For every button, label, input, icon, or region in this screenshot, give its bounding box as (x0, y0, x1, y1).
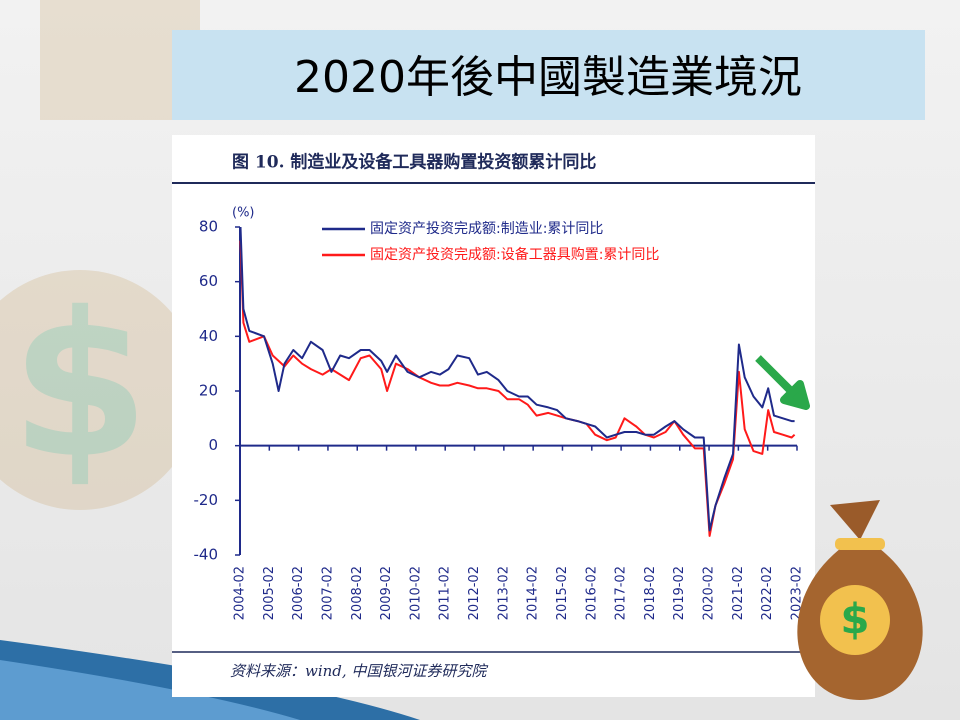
plot: -40 -20 0 20 40 60 80 2004-02 2005-02 2006-02 2007… (194, 218, 805, 621)
x-tick-label: 2015-02 (555, 566, 570, 620)
x-tick-label: 2019-02 (672, 566, 687, 620)
chart-panel (172, 135, 815, 697)
x-tick-label: 2013-02 (496, 566, 511, 620)
trend-arrow (755, 355, 810, 410)
x-tick-label: 2005-02 (262, 566, 277, 620)
x-tick-label: 2021-02 (731, 566, 746, 620)
legend-label: 固定资产投资完成额:设备工器具购置:累计同比 (370, 246, 659, 263)
x-tick-label: 2008-02 (350, 566, 365, 620)
y-tick-label: 60 (199, 272, 218, 290)
y-tick-label: 20 (199, 382, 218, 400)
x-tick-label: 2011-02 (438, 566, 453, 620)
svg-text:$: $ (10, 270, 149, 503)
title-banner (172, 30, 925, 120)
series-line (239, 240, 796, 537)
slide-title: 2020年後中國製造業境況 (294, 52, 802, 103)
x-tick-label: 2009-02 (379, 566, 394, 620)
series-line (239, 226, 795, 532)
y-tick-label: -40 (194, 546, 219, 564)
x-tick-label: 2022-02 (760, 566, 775, 620)
chart-title: 图 10. 制造业及设备工具器购置投资额累计同比 (232, 152, 596, 173)
y-tick-label: -20 (194, 491, 219, 509)
x-tick-label: 2020-02 (702, 566, 717, 620)
x-tick-label: 2010-02 (408, 566, 423, 620)
svg-text:$: $ (840, 595, 869, 644)
x-tick-label: 2012-02 (467, 566, 482, 620)
y-unit: (%) (232, 206, 255, 221)
y-tick-label: 80 (199, 218, 218, 236)
legend-label: 固定资产投资完成额:制造业:累计同比 (370, 221, 603, 237)
x-tick-label: 2016-02 (584, 566, 599, 620)
y-tick-label: 40 (199, 327, 218, 345)
x-tick-label: 2014-02 (526, 566, 541, 620)
wave (0, 660, 300, 720)
x-tick-label: 2018-02 (643, 566, 658, 620)
x-tick-label: 2004-02 (233, 566, 248, 620)
y-tick-label: 0 (208, 436, 218, 454)
x-tick-label: 2006-02 (291, 566, 306, 620)
source: 资料来源：wind, 中国银河证券研究院 (230, 662, 488, 680)
money-bag: $ (797, 500, 923, 700)
x-tick-label: 2017-02 (614, 566, 629, 620)
x-tick-label: 2007-02 (320, 566, 335, 620)
